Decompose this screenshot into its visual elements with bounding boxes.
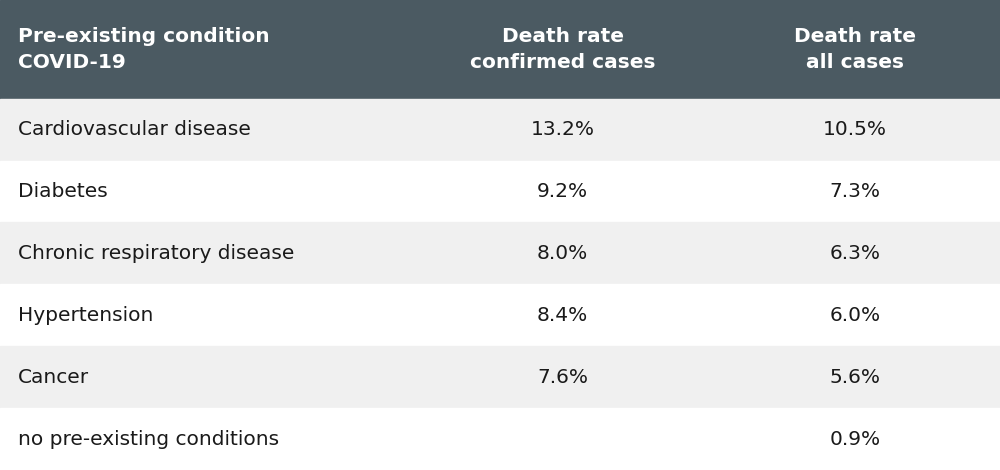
- Bar: [0, 161, 1000, 222]
- Text: Cardiovascular disease: Cardiovascular disease: [18, 120, 251, 139]
- Text: 5.6%: 5.6%: [830, 368, 881, 387]
- Text: 6.3%: 6.3%: [830, 244, 881, 263]
- Bar: [0, 284, 1000, 346]
- Text: 8.0%: 8.0%: [537, 244, 588, 263]
- Text: Pre-existing condition
COVID-19: Pre-existing condition COVID-19: [18, 27, 270, 72]
- Bar: [0, 222, 1000, 284]
- Text: 6.0%: 6.0%: [829, 306, 881, 325]
- Bar: [0, 346, 1000, 408]
- Text: 0.9%: 0.9%: [829, 430, 881, 449]
- Text: 13.2%: 13.2%: [530, 120, 594, 139]
- Text: 10.5%: 10.5%: [823, 120, 887, 139]
- Bar: [0, 408, 1000, 470]
- Text: 9.2%: 9.2%: [537, 182, 588, 201]
- Text: 8.4%: 8.4%: [537, 306, 588, 325]
- Text: no pre-existing conditions: no pre-existing conditions: [18, 430, 279, 449]
- Bar: [0, 99, 1000, 161]
- Text: 7.3%: 7.3%: [830, 182, 881, 201]
- Bar: [0, 0, 1000, 99]
- Text: Death rate
all cases: Death rate all cases: [794, 27, 916, 72]
- Text: Cancer: Cancer: [18, 368, 89, 387]
- Text: Hypertension: Hypertension: [18, 306, 153, 325]
- Text: Chronic respiratory disease: Chronic respiratory disease: [18, 244, 294, 263]
- Text: Diabetes: Diabetes: [18, 182, 108, 201]
- Text: Death rate
confirmed cases: Death rate confirmed cases: [470, 27, 655, 72]
- Text: 7.6%: 7.6%: [537, 368, 588, 387]
